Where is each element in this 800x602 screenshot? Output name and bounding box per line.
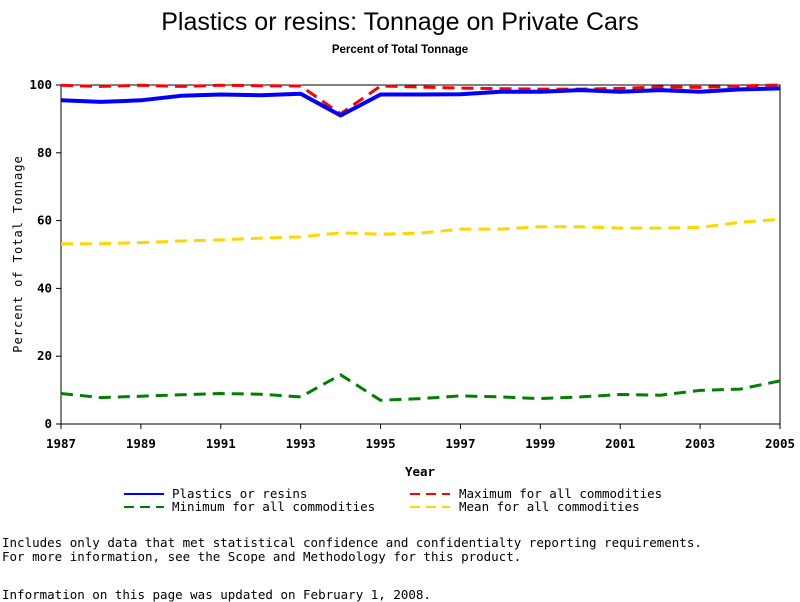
plot-frame [60, 84, 781, 425]
x-tick-label: 2005 [765, 436, 795, 451]
y-tick-label: 20 [37, 348, 52, 363]
y-tick-label: 40 [37, 280, 52, 295]
legend: Plastics or resins Maximum for all commod… [124, 486, 662, 514]
y-tick-label: 100 [29, 77, 52, 92]
series-line-0 [60, 86, 781, 118]
x-tick-label: 1993 [286, 436, 316, 451]
x-tick-label: 1989 [126, 436, 156, 451]
y-tick-label: 60 [37, 213, 52, 228]
y-axis: 0 20 40 60 80 100 [29, 77, 61, 431]
chart-title: Plastics or resins: Tonnage on Private C… [161, 8, 639, 36]
series-line-1 [60, 83, 781, 116]
x-tick-label: 2001 [605, 436, 635, 451]
legend-label: Mean for all commodities [459, 499, 640, 514]
y-tick-label: 80 [37, 145, 52, 160]
series-lines [60, 83, 781, 402]
y-tick-label: 0 [44, 416, 52, 431]
series-line-2 [60, 373, 781, 402]
note-methodology: For more information, see the Scope and … [2, 549, 522, 564]
x-axis: 1987 1989 1991 1993 1995 1997 1999 2001 2003 2005 [46, 424, 795, 451]
legend-label: Plastics or resins [172, 486, 307, 501]
x-tick-label: 2003 [685, 436, 715, 451]
x-tick-label: 1987 [46, 436, 76, 451]
x-tick-label: 1997 [445, 436, 475, 451]
legend-label: Minimum for all commodities [172, 499, 375, 514]
x-tick-label: 1995 [366, 436, 396, 451]
series-line-3 [61, 217, 781, 246]
x-axis-label: Year [405, 464, 436, 479]
legend-label: Maximum for all commodities [459, 486, 662, 501]
note-confidence: Includes only data that met statistical … [2, 535, 702, 550]
chart-subtitle: Percent of Total Tonnage [332, 44, 468, 56]
y-axis-label: Percent of Total Tonnage [11, 155, 25, 352]
note-updated: Information on this page was updated on … [2, 587, 431, 602]
x-tick-label: 1999 [525, 436, 555, 451]
x-tick-label: 1991 [206, 436, 236, 451]
